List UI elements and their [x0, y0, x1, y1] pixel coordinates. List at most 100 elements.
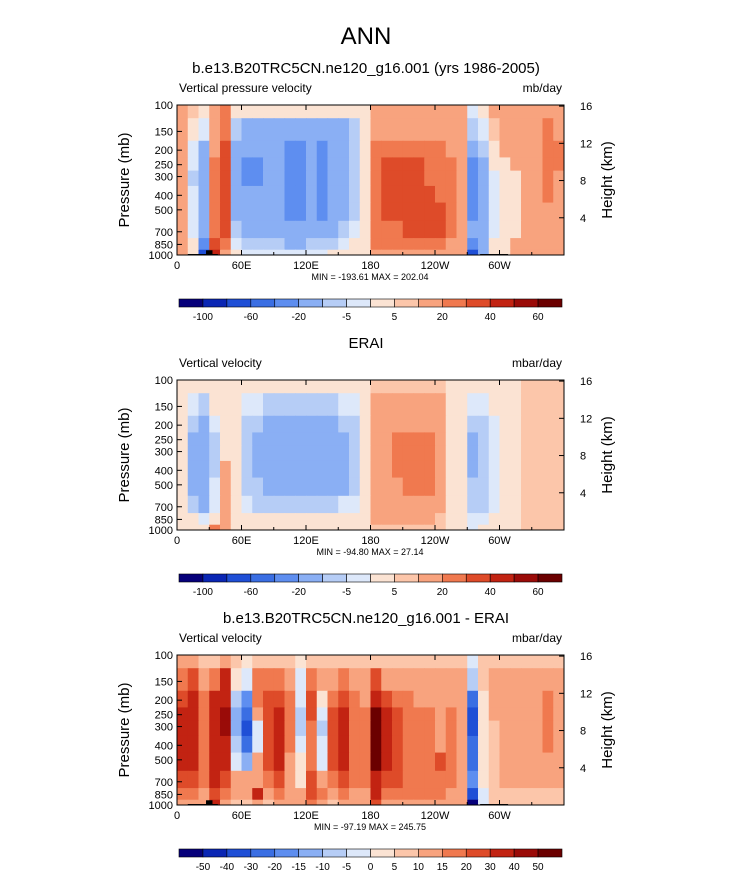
heatmap-cell: [510, 157, 522, 172]
heatmap-cell: [467, 799, 479, 805]
y-tick-label: 500: [155, 205, 173, 217]
heatmap-cell: [370, 118, 382, 142]
heatmap-cell: [306, 707, 318, 722]
heatmap-cell: [521, 118, 533, 142]
heatmap-cell: [435, 220, 447, 239]
heatmap-cell: [531, 118, 544, 142]
heatmap-cell: [402, 415, 415, 434]
heatmap-cell: [252, 655, 264, 669]
colorbar-label: 20: [437, 587, 449, 598]
heatmap-cell: [381, 393, 393, 417]
heatmap-cell: [521, 140, 533, 159]
heatmap-cell: [252, 393, 264, 417]
heatmap-cell: [252, 752, 264, 772]
heatmap-cell: [435, 118, 447, 142]
heatmap-cell: [381, 655, 393, 669]
heatmap-cell: [241, 249, 253, 255]
heatmap-cell: [402, 720, 415, 737]
colorbar-swatch: [465, 298, 491, 308]
heatmap-cell: [381, 157, 393, 172]
heatmap-cell: [230, 432, 243, 447]
heatmap-cell: [359, 495, 372, 514]
heatmap-cell: [177, 655, 189, 669]
y-tick-label: 700: [155, 227, 173, 239]
heatmap-cell: [230, 238, 243, 251]
heatmap-cell: [220, 202, 232, 222]
heatmap-cell: [187, 770, 200, 789]
heatmap-cell: [273, 380, 286, 394]
heatmap-cell: [499, 140, 511, 159]
heatmap-cell: [198, 140, 210, 159]
heatmap-cell: [531, 238, 544, 251]
heatmap-cell: [327, 238, 339, 251]
heatmap-cell: [553, 118, 564, 142]
heatmap-cell: [445, 513, 458, 526]
colorbar-swatch: [250, 298, 276, 308]
heatmap-cell: [359, 477, 372, 497]
heatmap-cell: [263, 655, 275, 669]
y-tick-label: 200: [155, 420, 173, 432]
heatmap-cell: [435, 655, 447, 669]
heatmap-cell: [241, 118, 253, 142]
heatmap-cell: [531, 495, 544, 514]
colorbar-swatch: [442, 298, 467, 308]
heatmap-cell: [392, 170, 404, 187]
heatmap-cell: [230, 170, 243, 187]
heatmap-cell: [456, 707, 468, 722]
heatmap-cell: [198, 477, 210, 497]
heatmap-cell: [273, 249, 286, 255]
heatmap-cell: [187, 118, 200, 142]
heatmap-cell: [295, 788, 307, 801]
heatmap-cell: [316, 445, 329, 462]
heatmap-cell: [435, 393, 447, 417]
heatmap-cell: [263, 460, 275, 479]
colorbar-swatch: [322, 298, 347, 308]
heatmap-cell: [295, 460, 307, 479]
heatmap-cell: [209, 788, 221, 801]
colorbar-swatch: [418, 848, 443, 858]
heatmap-cell: [241, 380, 253, 394]
heatmap-cell: [327, 460, 339, 479]
heatmap-cell: [413, 432, 425, 447]
heatmap-cell: [424, 690, 436, 709]
heatmap-cell: [187, 460, 200, 479]
heatmap-cell: [402, 655, 415, 669]
heatmap-cell: [295, 770, 307, 789]
heatmap-cell: [499, 690, 511, 709]
heatmap-cell: [316, 170, 329, 187]
heatmap-cell: [553, 393, 564, 417]
heatmap-cell: [295, 445, 307, 462]
heatmap-cell: [187, 249, 200, 255]
heatmap-cell: [542, 495, 554, 514]
heatmap-cell: [499, 105, 511, 119]
heatmap-cell: [456, 185, 468, 204]
heatmap-cell: [510, 415, 522, 434]
heatmap-cell: [220, 477, 232, 497]
heatmap-cell: [542, 249, 554, 255]
heatmap-cell: [316, 202, 329, 222]
heatmap-cell: [209, 655, 221, 669]
heatmap-cell: [177, 720, 189, 737]
heatmap-cell: [177, 415, 189, 434]
heatmap-cell: [456, 460, 468, 479]
heatmap-cell: [177, 170, 189, 187]
heatmap-cell: [521, 170, 533, 187]
heatmap-cell: [435, 185, 447, 204]
heatmap-cell: [488, 668, 501, 692]
heatmap-cell: [370, 105, 382, 119]
x-tick-label: 60W: [488, 260, 511, 272]
heatmap-cell: [402, 460, 415, 479]
y-tick-label: 300: [155, 722, 173, 734]
heatmap-cell: [349, 185, 361, 204]
heatmap-cell: [553, 752, 564, 772]
heatmap-cell: [295, 415, 307, 434]
colorbar-swatch: [298, 848, 323, 858]
heatmap-cell: [230, 524, 243, 530]
heatmap-cell: [230, 655, 243, 669]
heatmap-cell: [381, 477, 393, 497]
right-axis-title: Height (km): [599, 691, 616, 769]
heatmap-cell: [295, 393, 307, 417]
colorbar-label: 10: [413, 862, 425, 872]
heatmap-cell: [521, 477, 533, 497]
heatmap-cell: [273, 799, 286, 805]
